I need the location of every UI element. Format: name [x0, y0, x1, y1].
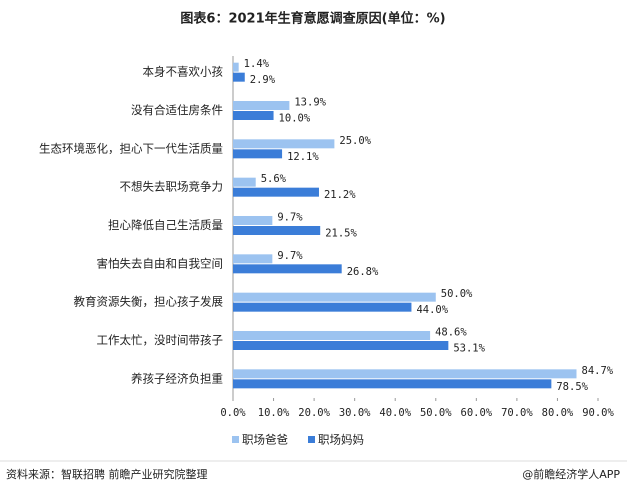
- value-label: 50.0%: [441, 288, 473, 300]
- value-label: 12.1%: [287, 151, 319, 163]
- source: 资料来源：智联招聘 前瞻产业研究院整理: [6, 467, 208, 481]
- bar: [233, 369, 577, 379]
- bar: [233, 149, 283, 159]
- x-tick-label: 10.0%: [258, 407, 290, 419]
- bar: [233, 101, 290, 110]
- x-tick-label: 90.0%: [582, 407, 614, 419]
- legend-swatch: [308, 436, 315, 443]
- bar: [233, 331, 431, 340]
- y-tick-label: 担心降低自己生活质量: [108, 218, 223, 232]
- y-tick-label: 养孩子经济负担重: [131, 371, 223, 385]
- y-tick-label: 教育资源失衡，担心孩子发展: [74, 295, 224, 309]
- bar: [233, 292, 436, 302]
- value-label: 21.2%: [324, 189, 356, 201]
- bar: [233, 111, 274, 120]
- bar: [233, 302, 412, 312]
- bar: [233, 226, 321, 235]
- value-label: 2.9%: [250, 74, 276, 86]
- value-label: 48.6%: [435, 327, 467, 339]
- y-tick-label: 害怕失去自由和自我空间: [97, 256, 224, 270]
- bar: [233, 62, 239, 72]
- x-tick-label: 70.0%: [501, 407, 533, 419]
- x-tick-label: 80.0%: [542, 407, 574, 419]
- legend-label: 职场妈妈: [318, 433, 364, 447]
- value-label: 84.7%: [582, 365, 614, 377]
- bar: [233, 341, 449, 350]
- x-tick-label: 40.0%: [379, 407, 411, 419]
- bar: [233, 177, 256, 187]
- value-label: 21.5%: [325, 228, 357, 240]
- y-tick-label: 生态环境恶化，担心下一代生活质量: [39, 141, 223, 155]
- legend-label: 职场爸爸: [242, 433, 288, 447]
- y-tick-label: 工作太忙，没时间带孩子: [97, 333, 224, 347]
- chart-title: 图表6：2021年生育意愿调查原因(单位：%): [180, 11, 445, 27]
- value-label: 9.7%: [277, 250, 303, 262]
- value-label: 44.0%: [416, 304, 448, 316]
- value-label: 9.7%: [277, 212, 303, 224]
- bar: [233, 379, 552, 389]
- credit: @前瞻经济学人APP: [522, 467, 620, 481]
- y-tick-label: 没有合适住房条件: [131, 103, 223, 117]
- y-tick-label: 本身不喜欢小孩: [143, 65, 224, 79]
- bar: [233, 72, 245, 82]
- value-label: 13.9%: [294, 97, 326, 109]
- x-tick-label: 0.0%: [220, 407, 246, 419]
- x-tick-label: 50.0%: [420, 407, 452, 419]
- legend-swatch: [232, 436, 239, 443]
- value-label: 1.4%: [244, 58, 270, 70]
- x-tick-label: 60.0%: [461, 407, 493, 419]
- value-label: 78.5%: [556, 381, 588, 393]
- bar: [233, 139, 335, 149]
- bar: [233, 264, 342, 274]
- value-label: 25.0%: [339, 135, 371, 147]
- bar: [233, 187, 319, 197]
- x-tick-label: 20.0%: [298, 407, 330, 419]
- bar: [233, 216, 273, 225]
- value-label: 26.8%: [347, 266, 379, 278]
- value-label: 10.0%: [279, 113, 311, 125]
- value-label: 53.1%: [453, 343, 485, 355]
- value-label: 5.6%: [261, 173, 287, 185]
- bar: [233, 254, 273, 264]
- x-tick-label: 30.0%: [339, 407, 371, 419]
- y-tick-label: 不想失去职场竞争力: [120, 180, 224, 194]
